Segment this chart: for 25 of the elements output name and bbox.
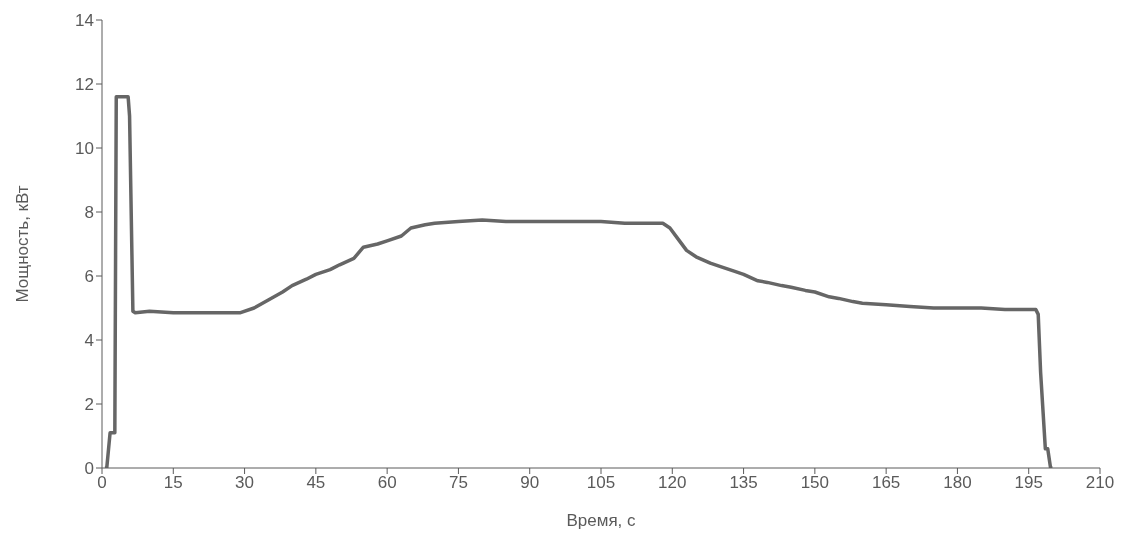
x-tick-label: 165 [871, 473, 901, 493]
x-tick-label: 180 [943, 473, 972, 493]
y-tick-label: 14 [75, 11, 94, 31]
x-tick-label: 90 [520, 473, 540, 493]
y-tick-label: 10 [75, 139, 94, 159]
y-axis-title: Мощность, кВт [13, 185, 33, 303]
x-tick-label: 135 [729, 473, 758, 493]
x-tick-label: 75 [448, 473, 468, 493]
x-tick-label: 45 [306, 473, 326, 493]
y-tick-label: 6 [84, 267, 94, 287]
x-tick-label: 0 [97, 473, 107, 493]
y-tick-label: 8 [84, 203, 94, 223]
y-tick-label: 12 [75, 75, 94, 95]
x-tick-label: 30 [235, 473, 255, 493]
y-tick-label: 2 [84, 395, 94, 415]
x-tick-label: 120 [658, 473, 687, 493]
x-tick-label: 150 [800, 473, 830, 493]
y-tick-label: 4 [84, 331, 94, 351]
x-tick-label: 15 [163, 473, 183, 493]
x-tick-label: 60 [377, 473, 397, 493]
y-tick-label: 0 [84, 459, 94, 479]
x-tick-label: 105 [586, 473, 616, 493]
x-tick-label: 195 [1014, 473, 1043, 493]
x-tick-label: 210 [1085, 473, 1115, 493]
x-axis-title: Время, с [566, 511, 637, 530]
